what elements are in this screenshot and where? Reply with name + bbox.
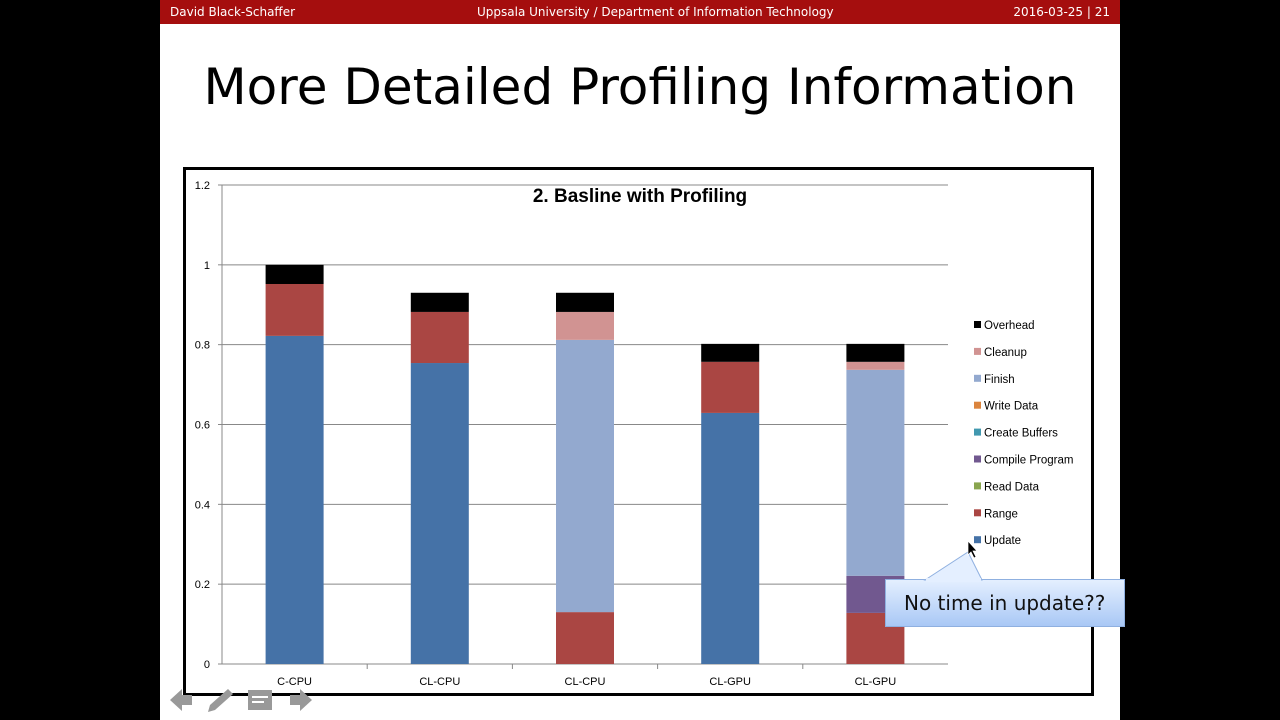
x-tick-label: CL-CPU: [419, 676, 460, 688]
bar-segment-finish: [846, 369, 905, 576]
legend-item: Overhead: [984, 320, 1035, 332]
bar-segment-range: [556, 612, 614, 664]
y-tick-label: 0.8: [195, 340, 210, 352]
y-tick-label: 0.4: [195, 499, 210, 511]
back-arrow-icon[interactable]: [170, 689, 192, 711]
stacked-bar-chart: 0 0.2 0.4 0.6 0.8 1 1.2 2. Basline with Profili…: [195, 180, 1074, 688]
legend-item: Read Data: [984, 481, 1040, 493]
y-tick-label: 0.6: [195, 420, 210, 432]
bar-segment-overhead: [265, 264, 324, 284]
bar-segment-range: [701, 361, 760, 413]
institution: Uppsala University / Department of Infor…: [477, 5, 834, 19]
forward-arrow-icon[interactable]: [290, 689, 312, 711]
callout: No time in update??: [885, 579, 1125, 627]
legend-swatch: [974, 374, 981, 382]
bar-segment-update: [410, 363, 469, 664]
x-tick-label: C-CPU: [277, 676, 312, 688]
legend-swatch: [974, 347, 981, 355]
bar-segment-overhead: [410, 292, 469, 312]
slide-nav: [170, 689, 312, 712]
legend-swatch: [974, 455, 981, 463]
x-tick-label: CL-GPU: [855, 676, 897, 688]
y-tick-label: 0: [204, 659, 210, 671]
pen-icon[interactable]: [208, 689, 233, 712]
y-tick-label: 1: [204, 260, 210, 272]
legend-item: Range: [984, 508, 1018, 520]
chart-title: 2. Basline with Profiling: [533, 186, 747, 207]
bar-segment-overhead: [556, 292, 614, 312]
legend-swatch: [974, 509, 981, 517]
y-tick-label: 0.2: [195, 579, 210, 591]
legend-swatch: [974, 536, 981, 544]
legend-swatch: [974, 321, 981, 328]
x-tick-label: CL-GPU: [709, 676, 751, 688]
y-tick-label: 1.2: [195, 180, 210, 192]
legend-item: Create Buffers: [984, 428, 1058, 440]
bar-segment-range: [265, 283, 324, 336]
legend-item: Update: [984, 535, 1021, 547]
bar-segment-range: [410, 311, 469, 364]
author: David Black-Schaffer: [170, 5, 296, 19]
chart-frame: [183, 167, 1094, 696]
bar-segment-update: [265, 335, 324, 664]
bar-segment-cleanup: [846, 361, 905, 370]
legend-swatch: [974, 482, 981, 490]
bar-segment-finish: [556, 339, 614, 613]
slide-title: More Detailed Profiling Information: [203, 58, 1077, 116]
slide-header: David Black-Schaffer Uppsala University …: [160, 0, 1120, 24]
menu-icon[interactable]: [248, 690, 272, 710]
date-page: 2016-03-25 | 21: [1013, 5, 1110, 19]
legend-item: Finish: [984, 374, 1015, 386]
legend-item: Cleanup: [984, 347, 1027, 359]
bar-segment-overhead: [846, 343, 905, 362]
legend-item: Write Data: [984, 401, 1039, 413]
slide: David Black-Schaffer Uppsala University …: [160, 0, 1125, 720]
bar-segment-cleanup: [556, 311, 614, 340]
bar-segment-overhead: [701, 343, 760, 362]
legend-swatch: [974, 428, 981, 436]
x-tick-label: CL-CPU: [565, 676, 606, 688]
legend-swatch: [974, 401, 981, 409]
legend-item: Compile Program: [984, 455, 1073, 467]
bar-segment-update: [701, 412, 760, 664]
